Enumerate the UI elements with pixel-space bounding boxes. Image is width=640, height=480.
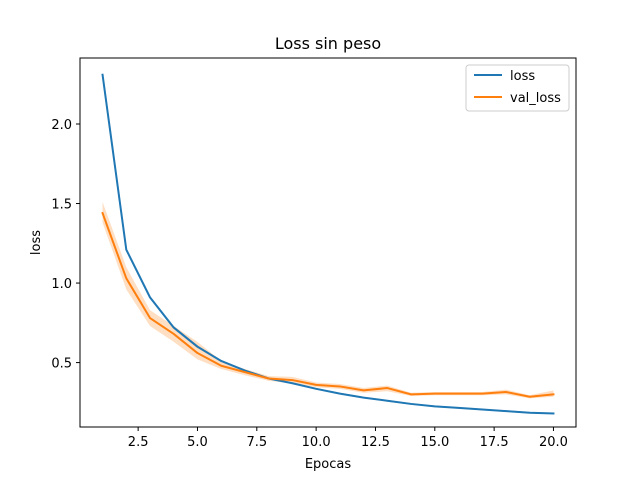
y-axis-label: loss — [29, 230, 44, 255]
chart-title: Loss sin peso — [275, 34, 381, 53]
val_loss-legend-label: val_loss — [510, 91, 561, 106]
y-tick-label: 0.5 — [51, 357, 72, 372]
x-tick-label: 15.0 — [420, 435, 449, 450]
x-tick-label: 17.5 — [480, 435, 509, 450]
x-axis-label: Epocas — [305, 457, 352, 472]
x-tick-label: 12.5 — [361, 435, 390, 450]
legend-box — [465, 64, 570, 112]
y-tick-label: 1.0 — [51, 277, 72, 292]
x-tick-label: 20.0 — [539, 435, 568, 450]
y-tick-label: 2.0 — [51, 118, 72, 133]
x-tick-label: 5.0 — [187, 435, 208, 450]
x-tick-label: 2.5 — [128, 435, 149, 450]
x-tick-label: 10.0 — [302, 435, 331, 450]
x-axis: 2.5 5.0 7.5 10.0 12.5 15.0 17.5 20.0 — [128, 427, 568, 450]
loss-series-line — [101, 73, 555, 415]
loss-legend-label: loss — [510, 69, 535, 84]
y-axis: 0.5 1.0 1.5 2.0 — [51, 118, 80, 372]
val_loss-series-line — [101, 211, 555, 398]
y-tick-label: 1.5 — [51, 198, 72, 213]
legend: loss val_loss — [465, 64, 570, 112]
plot-area — [101, 73, 555, 415]
plot-frame — [79, 57, 577, 428]
x-tick-label: 7.5 — [246, 435, 267, 450]
